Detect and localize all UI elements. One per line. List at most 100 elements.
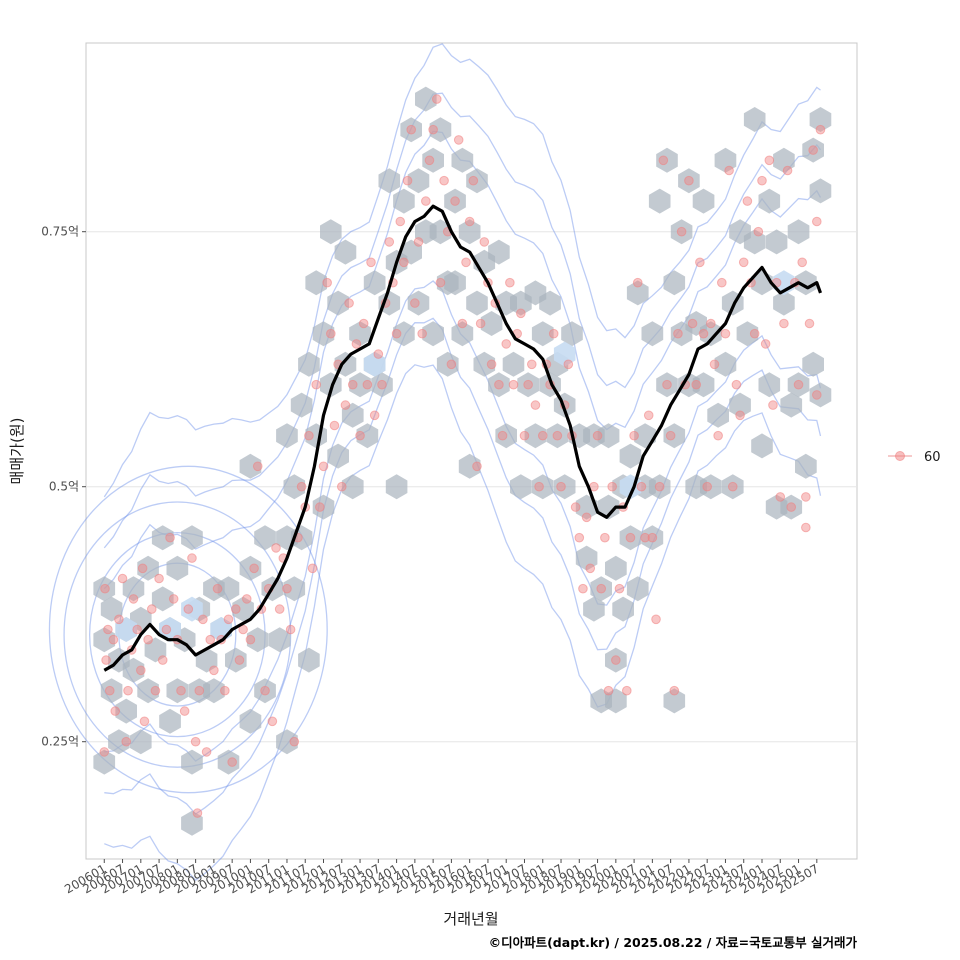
data-point <box>245 634 256 645</box>
data-point <box>358 318 369 329</box>
data-point <box>526 359 537 370</box>
data-point <box>123 685 133 696</box>
contour-line <box>103 92 822 549</box>
data-point <box>220 685 230 696</box>
data-point <box>457 318 468 329</box>
hexbin-cell <box>181 525 203 551</box>
data-point <box>271 543 281 553</box>
data-point <box>786 502 797 512</box>
data-point <box>347 379 358 390</box>
hexbin-cell <box>298 647 320 673</box>
data-point <box>717 277 727 288</box>
hexbin-cell <box>751 433 773 459</box>
data-point <box>636 481 647 492</box>
hexbin-cell <box>466 290 488 316</box>
hexbin-cell <box>320 219 342 245</box>
data-point <box>369 410 380 421</box>
hexbin-cell <box>217 576 240 602</box>
data-point <box>421 196 431 206</box>
data-point <box>486 359 497 370</box>
hexbin-cell <box>809 382 832 408</box>
data-point <box>643 410 654 421</box>
data-point <box>534 481 544 492</box>
hexbin-cell <box>597 494 620 520</box>
hexbin-cell <box>327 443 349 469</box>
data-point <box>808 145 818 155</box>
data-point <box>494 379 504 390</box>
hexbin-cell <box>648 188 671 214</box>
data-point <box>775 492 786 502</box>
data-point <box>296 481 307 492</box>
data-point <box>104 685 115 696</box>
data-point <box>161 624 172 635</box>
hexbin-cell <box>466 168 488 194</box>
data-point <box>391 328 402 339</box>
data-point <box>687 318 698 329</box>
caption: ©디아파트(dapt.kr) / 2025.08.22 / 자료=국토교통부 실… <box>489 935 858 950</box>
data-point <box>168 594 179 604</box>
data-point <box>136 665 146 676</box>
data-point <box>190 736 201 747</box>
hexbin-cell <box>407 168 430 194</box>
hexbin-cell <box>378 168 401 194</box>
x-axis-title: 거래년월 <box>443 910 498 928</box>
hexbin-cell-light <box>181 596 203 622</box>
hexbin-cell <box>151 525 174 551</box>
hexbin-cell <box>670 219 693 245</box>
hexbin-cell <box>371 372 393 398</box>
data-point <box>223 614 234 625</box>
hexbin-cell <box>780 392 803 418</box>
data-point <box>227 757 237 767</box>
data-point <box>508 379 519 390</box>
hexbin-cell <box>458 453 481 479</box>
data-point <box>183 604 194 614</box>
hexbin-cell <box>743 107 766 132</box>
hexbin-cell <box>795 270 817 296</box>
hexbin-cell <box>656 372 678 398</box>
data-point <box>563 359 574 370</box>
hexbin-cell <box>341 474 364 500</box>
data-point <box>128 594 139 604</box>
data-point <box>530 400 541 410</box>
hexbin-cell <box>181 749 203 775</box>
hexbin-cell <box>524 423 547 449</box>
data-point <box>187 553 197 563</box>
data-point <box>753 226 764 237</box>
data-point <box>355 430 365 441</box>
data-point <box>410 298 420 308</box>
data-point <box>570 502 581 512</box>
data-point <box>676 226 687 237</box>
hexbin-cell <box>122 576 145 602</box>
hexbin-cell <box>663 423 686 449</box>
hexbin-cell <box>254 678 276 704</box>
hexbin-cell <box>429 219 452 245</box>
data-point <box>154 573 164 584</box>
data-point <box>684 175 694 186</box>
data-point <box>519 430 530 441</box>
data-point <box>749 328 760 339</box>
hexbin-cell <box>451 147 474 173</box>
hexbin-cell <box>700 474 722 500</box>
data-point <box>468 175 479 186</box>
hexbin-cell <box>378 290 401 316</box>
data-point <box>709 359 720 370</box>
data-point <box>479 237 490 247</box>
hexbin-cell <box>283 474 306 500</box>
hexbin-cell <box>612 596 634 622</box>
hexbin-cell <box>393 321 415 347</box>
hexbin-cell <box>159 708 181 734</box>
data-point <box>329 420 340 431</box>
data-point <box>596 583 607 594</box>
data-point <box>373 349 384 359</box>
data-point <box>340 400 351 410</box>
hexbin-cell <box>334 239 357 265</box>
contour-line <box>103 43 821 498</box>
data-point <box>603 685 614 696</box>
data-point <box>212 583 223 594</box>
data-point <box>782 165 793 176</box>
hexbin-cell <box>495 423 517 449</box>
hexbin-cell <box>641 321 664 347</box>
data-point <box>548 328 559 339</box>
hexbin-cell <box>583 596 605 622</box>
